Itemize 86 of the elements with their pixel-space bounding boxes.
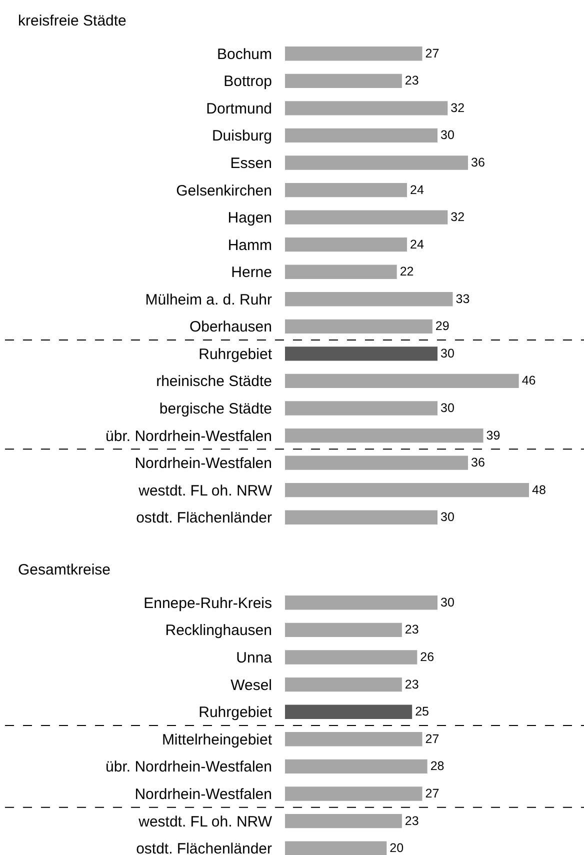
- y-tick-label: ostdt. Flächenländer: [136, 840, 272, 855]
- y-tick-label: Unna: [236, 650, 273, 667]
- y-tick-label: ostdt. Flächenländer: [136, 510, 272, 527]
- bar: [285, 650, 418, 665]
- data-label: 32: [450, 100, 465, 115]
- bar: [285, 401, 438, 416]
- bar: [285, 374, 519, 388]
- bar: [285, 787, 422, 802]
- y-tick-label: Duisburg: [212, 128, 272, 145]
- bar: [285, 74, 402, 88]
- y-tick-label: rheinische Städte: [156, 373, 272, 390]
- data-label: 27: [425, 732, 440, 746]
- data-label: 25: [415, 705, 430, 719]
- y-tick-label: Bochum: [216, 46, 272, 63]
- data-label: 39: [486, 428, 500, 442]
- bar: [285, 346, 438, 361]
- data-label: 30: [440, 401, 454, 416]
- y-tick-label: Dortmund: [206, 100, 272, 118]
- bar: [285, 482, 529, 498]
- data-label: 20: [390, 842, 404, 855]
- bar: [285, 814, 402, 829]
- y-tick-label: Oberhausen: [189, 318, 272, 336]
- y-tick-label: Hagen: [228, 210, 272, 227]
- bar: [285, 678, 402, 692]
- bar: [285, 732, 422, 747]
- data-label: 23: [404, 623, 419, 638]
- data-label: 23: [404, 814, 419, 828]
- y-tick-label: bergische Städte: [159, 400, 272, 418]
- bar: [285, 46, 422, 61]
- data-label: 32: [450, 210, 465, 224]
- y-tick-label: Nordrhein-Westfalen: [134, 455, 272, 472]
- data-label: 46: [522, 374, 536, 388]
- data-label: 26: [420, 650, 434, 664]
- y-tick-label: westdt. FL oh. NRW: [138, 814, 273, 831]
- bar: [285, 210, 448, 224]
- data-label: 48: [532, 482, 546, 497]
- data-label: 27: [425, 46, 440, 60]
- bar: [285, 292, 453, 306]
- bar: [285, 760, 428, 774]
- y-tick-label: Ruhrgebiet: [198, 346, 273, 363]
- y-tick-label: Essen: [230, 155, 272, 172]
- data-label: 27: [425, 786, 440, 801]
- data-label: 36: [471, 456, 485, 470]
- data-label: 30: [440, 596, 454, 610]
- y-tick-label: Bottrop: [224, 73, 272, 90]
- bar: [285, 128, 438, 143]
- data-label: 23: [404, 678, 419, 692]
- y-tick-label: Nordrhein-Westfalen: [134, 786, 272, 804]
- y-tick-label: Recklinghausen: [165, 622, 272, 640]
- bar: [285, 101, 448, 116]
- text: Gesamtkreise: [18, 562, 111, 579]
- data-label: 29: [435, 319, 450, 334]
- y-tick-label: Hamm: [228, 236, 272, 254]
- bar: [285, 510, 438, 524]
- bar: [285, 596, 438, 610]
- bar: [285, 264, 397, 279]
- y-tick-label: Herne: [231, 264, 272, 282]
- text: kreisfreie Städte: [18, 12, 126, 30]
- data-label: 22: [400, 264, 414, 279]
- bar: [285, 428, 484, 443]
- data-label: 24: [410, 182, 424, 197]
- bar: [285, 842, 387, 855]
- y-tick-label: Mülheim a. d. Ruhr: [145, 291, 272, 308]
- data-label: 23: [404, 74, 419, 88]
- data-label: 24: [410, 237, 424, 252]
- y-tick-label: Ruhrgebiet: [198, 704, 273, 722]
- y-tick-label: übr. Nordrhein-Westfalen: [106, 428, 272, 445]
- data-label: 36: [471, 156, 485, 170]
- bar: [285, 705, 412, 720]
- bar: [285, 156, 468, 170]
- y-tick-label: Mittelrheingebiet: [162, 732, 273, 749]
- bar: [285, 182, 407, 198]
- data-label: 33: [456, 292, 470, 306]
- bar: [285, 237, 407, 252]
- bar: [285, 319, 432, 334]
- y-tick-label: übr. Nordrhein-Westfalen: [106, 759, 272, 776]
- y-tick-label: Wesel: [230, 677, 272, 694]
- bar: [285, 456, 468, 470]
- data-label: 30: [440, 346, 454, 360]
- bar: [285, 623, 402, 638]
- data-label: 30: [440, 510, 454, 524]
- y-tick-label: westdt. FL oh. NRW: [138, 482, 273, 500]
- y-tick-label: Ennepe-Ruhr-Kreis: [144, 595, 272, 612]
- y-tick-label: Gelsenkirchen: [176, 182, 272, 200]
- data-label: 30: [440, 128, 454, 142]
- data-label: 28: [430, 760, 444, 774]
